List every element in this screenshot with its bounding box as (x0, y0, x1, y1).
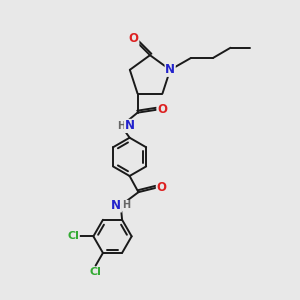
Text: H: H (122, 200, 130, 210)
Text: N: N (111, 199, 121, 212)
Text: O: O (156, 181, 167, 194)
Text: O: O (157, 103, 167, 116)
Text: Cl: Cl (90, 267, 101, 277)
Text: H: H (117, 121, 125, 131)
Text: N: N (165, 63, 175, 76)
Text: O: O (129, 32, 139, 46)
Text: Cl: Cl (68, 231, 79, 241)
Text: N: N (124, 119, 135, 132)
